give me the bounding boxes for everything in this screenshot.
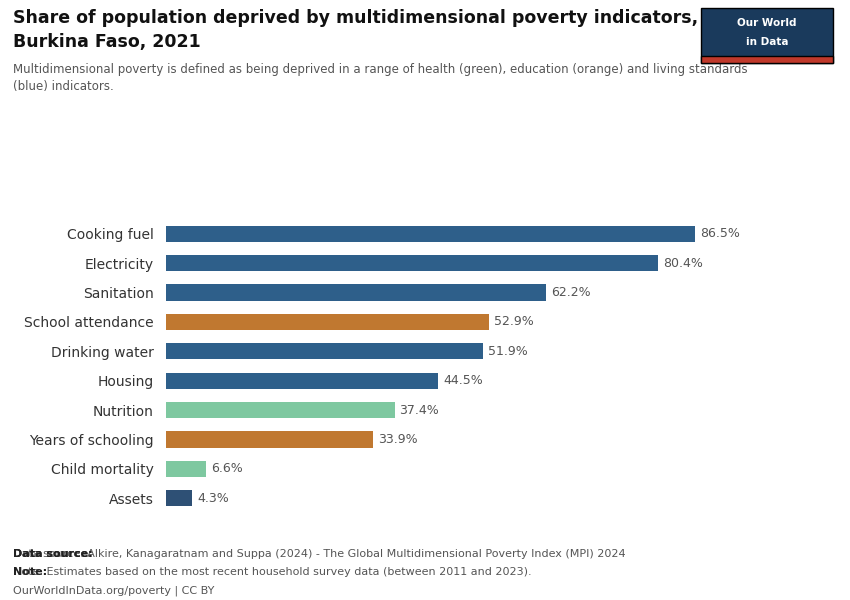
Text: 52.9%: 52.9%	[495, 316, 534, 328]
Bar	[166, 314, 490, 330]
Text: 37.4%: 37.4%	[400, 404, 439, 416]
Bar	[166, 490, 192, 506]
Text: Multidimensional poverty is defined as being deprived in a range of health (gree: Multidimensional poverty is defined as b…	[13, 63, 747, 93]
Bar	[166, 226, 695, 242]
Text: Note:: Note:	[13, 567, 47, 577]
Text: Data source:: Data source:	[13, 549, 93, 559]
Bar	[166, 284, 547, 301]
Text: 62.2%: 62.2%	[552, 286, 591, 299]
Text: 6.6%: 6.6%	[211, 463, 243, 475]
Text: 86.5%: 86.5%	[700, 227, 740, 240]
Text: 80.4%: 80.4%	[663, 257, 703, 269]
Text: Burkina Faso, 2021: Burkina Faso, 2021	[13, 33, 201, 51]
Text: Data source: Alkire, Kanagaratnam and Suppa (2024) - The Global Multidimensional: Data source: Alkire, Kanagaratnam and Su…	[13, 549, 626, 559]
Text: OurWorldInData.org/poverty | CC BY: OurWorldInData.org/poverty | CC BY	[13, 585, 214, 595]
Bar	[166, 431, 373, 448]
Text: 51.9%: 51.9%	[488, 345, 528, 358]
Text: Share of population deprived by multidimensional poverty indicators,: Share of population deprived by multidim…	[13, 9, 698, 27]
Bar	[166, 373, 438, 389]
Text: 33.9%: 33.9%	[378, 433, 417, 446]
Bar	[166, 343, 484, 359]
Text: Data source:: Data source:	[13, 549, 93, 559]
Text: in Data: in Data	[746, 37, 788, 47]
Bar	[166, 402, 394, 418]
Bar	[166, 461, 207, 477]
Text: 44.5%: 44.5%	[443, 374, 483, 387]
Text: Note: Estimates based on the most recent household survey data (between 2011 and: Note: Estimates based on the most recent…	[13, 567, 531, 577]
Text: 4.3%: 4.3%	[197, 492, 229, 505]
Text: Our World: Our World	[737, 18, 796, 28]
Bar	[166, 255, 658, 271]
